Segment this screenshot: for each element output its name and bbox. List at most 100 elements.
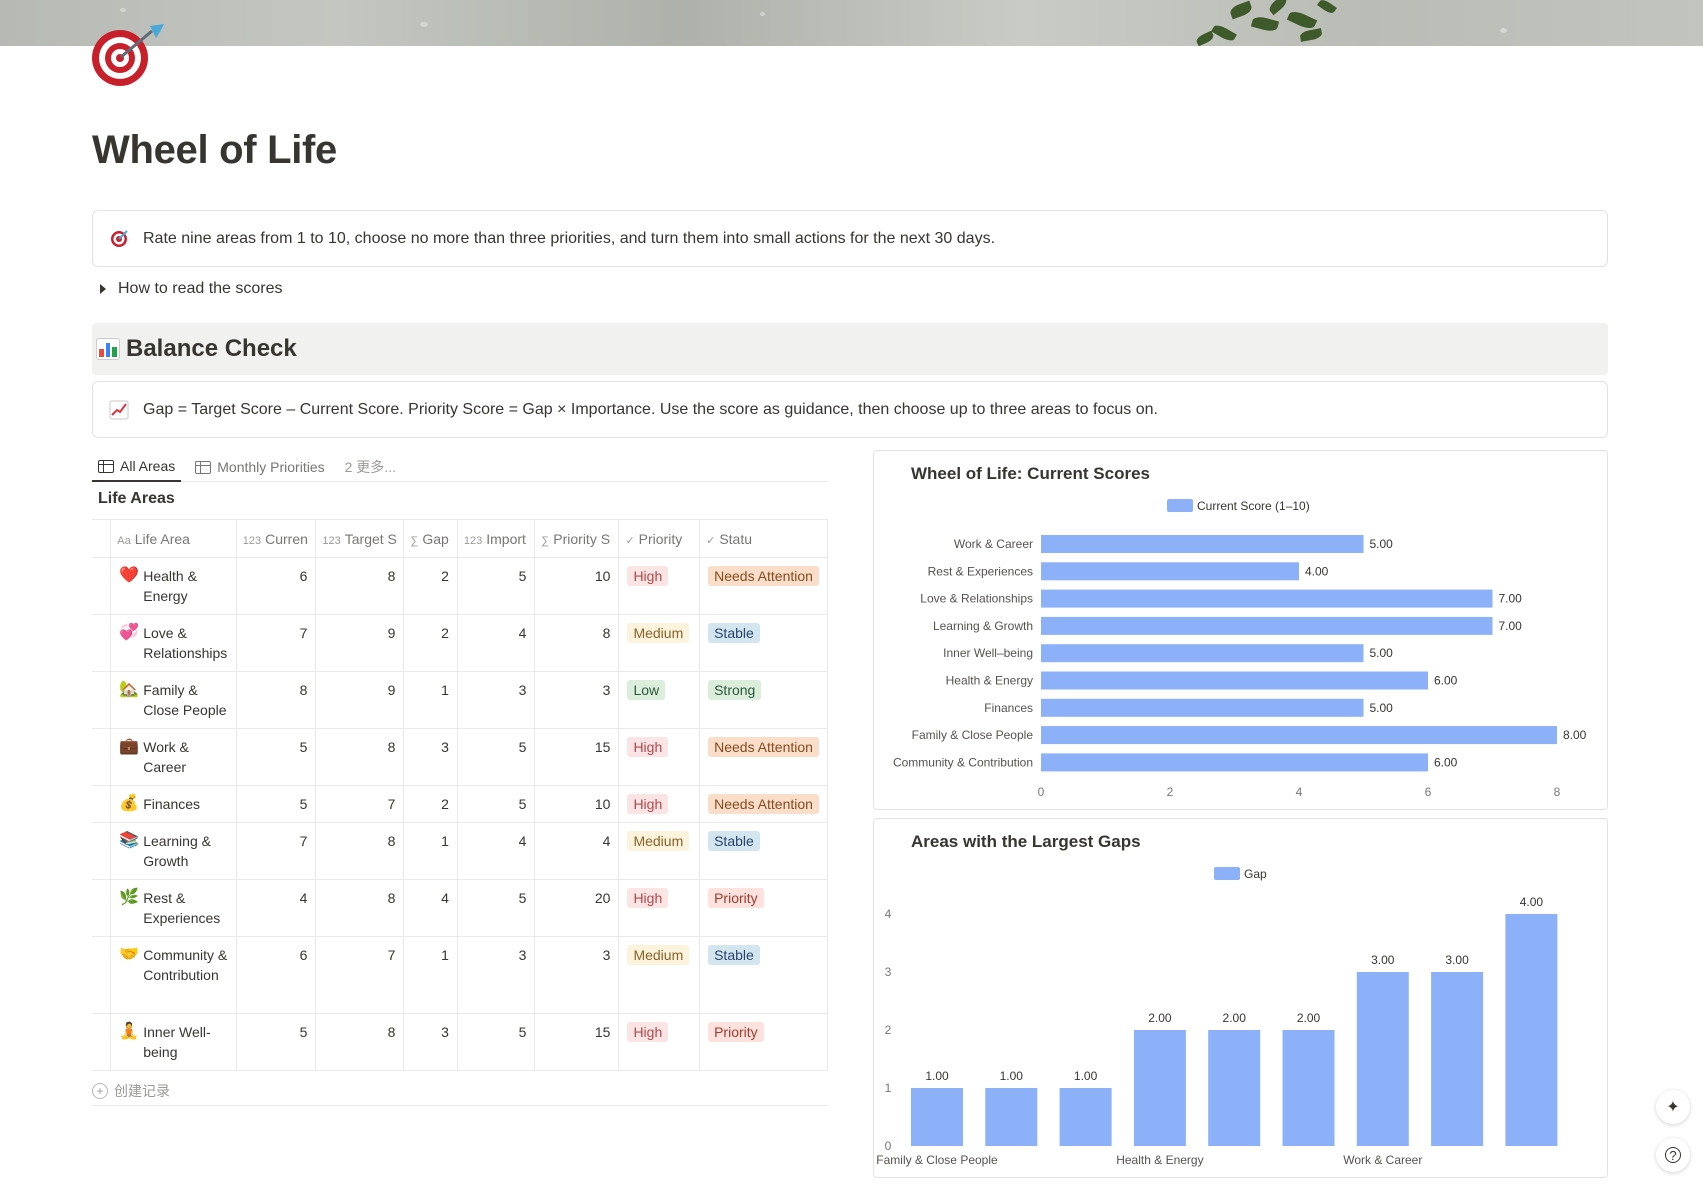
priority-cell[interactable]: High bbox=[618, 879, 701, 937]
importance-cell[interactable]: 5 bbox=[457, 557, 536, 615]
column-header[interactable]: ∑ Priority S bbox=[534, 519, 620, 558]
life-area-cell[interactable]: 💰 Finances bbox=[110, 785, 237, 823]
target-score-cell[interactable]: 8 bbox=[315, 557, 405, 615]
current-score-cell[interactable]: 7 bbox=[236, 822, 317, 880]
row-handle[interactable] bbox=[92, 557, 112, 615]
help-button[interactable]: ? bbox=[1656, 1138, 1690, 1172]
target-score-cell[interactable]: 9 bbox=[315, 671, 405, 729]
priority-cell[interactable]: Medium bbox=[618, 936, 701, 1014]
current-score-cell[interactable]: 6 bbox=[236, 936, 317, 1014]
target-score-cell[interactable]: 8 bbox=[315, 879, 405, 937]
importance-cell[interactable]: 4 bbox=[457, 822, 536, 880]
priority-cell[interactable]: High bbox=[618, 785, 701, 823]
status-cell[interactable]: Strong bbox=[699, 671, 828, 729]
status-cell[interactable]: Needs Attention bbox=[699, 785, 828, 823]
priority-cell[interactable]: Medium bbox=[618, 614, 701, 672]
importance-cell[interactable]: 3 bbox=[457, 936, 536, 1014]
current-score-cell[interactable]: 6 bbox=[236, 557, 317, 615]
life-area-cell[interactable]: 🤝 Community & Contribution bbox=[110, 936, 237, 1014]
ai-assistant-button[interactable]: ✦ bbox=[1656, 1090, 1690, 1124]
largest-gaps-chart[interactable]: Areas with the Largest Gaps Gap 0 1 2 3 4 1.00 F… bbox=[873, 818, 1608, 1178]
target-score-cell[interactable]: 7 bbox=[315, 936, 405, 1014]
priority-cell[interactable]: High bbox=[618, 728, 701, 786]
priority-cell[interactable]: High bbox=[618, 557, 701, 615]
priority-score-cell[interactable]: 10 bbox=[534, 785, 620, 823]
priority-cell[interactable]: Low bbox=[618, 671, 701, 729]
priority-score-cell[interactable]: 8 bbox=[534, 614, 620, 672]
status-cell[interactable]: Stable bbox=[699, 822, 828, 880]
priority-score-cell[interactable]: 3 bbox=[534, 671, 620, 729]
table-row[interactable]: 💞 Love & Relationships 7 9 2 4 8 Medium Stable bbox=[92, 614, 828, 672]
status-cell[interactable]: Stable bbox=[699, 936, 828, 1014]
table-row[interactable]: ❤️ Health & Energy 6 8 2 5 10 High Needs Attenti… bbox=[92, 557, 828, 615]
gap-cell[interactable]: 1 bbox=[403, 822, 458, 880]
current-scores-chart[interactable]: Wheel of Life: Current Scores Current Sco… bbox=[873, 450, 1608, 810]
life-area-cell[interactable]: ❤️ Health & Energy bbox=[110, 557, 237, 615]
column-header[interactable]: 123 Curren bbox=[236, 519, 317, 558]
life-area-cell[interactable]: 📚 Learning & Growth bbox=[110, 822, 237, 880]
importance-cell[interactable]: 5 bbox=[457, 728, 536, 786]
gap-cell[interactable]: 2 bbox=[403, 557, 458, 615]
table-row[interactable]: 🌿 Rest & Experiences 4 8 4 5 20 High Priority bbox=[92, 879, 828, 937]
life-area-cell[interactable]: 💞 Love & Relationships bbox=[110, 614, 237, 672]
priority-score-cell[interactable]: 10 bbox=[534, 557, 620, 615]
row-handle[interactable] bbox=[92, 822, 112, 880]
tab-all-areas[interactable]: All Areas bbox=[92, 452, 182, 482]
target-score-cell[interactable]: 8 bbox=[315, 822, 405, 880]
row-handle[interactable] bbox=[92, 1013, 112, 1071]
status-cell[interactable]: Stable bbox=[699, 614, 828, 672]
gap-cell[interactable]: 1 bbox=[403, 936, 458, 1014]
row-handle[interactable] bbox=[92, 936, 112, 1014]
current-score-cell[interactable]: 7 bbox=[236, 614, 317, 672]
gap-formula-callout[interactable]: Gap = Target Score – Current Score. Prio… bbox=[92, 381, 1608, 438]
new-record-button[interactable]: + 创建记录 bbox=[92, 1076, 828, 1106]
priority-score-cell[interactable]: 20 bbox=[534, 879, 620, 937]
status-cell[interactable]: Needs Attention bbox=[699, 557, 828, 615]
status-cell[interactable]: Needs Attention bbox=[699, 728, 828, 786]
row-handle[interactable] bbox=[92, 785, 112, 823]
priority-score-cell[interactable]: 3 bbox=[534, 936, 620, 1014]
row-handle[interactable] bbox=[92, 879, 112, 937]
gap-cell[interactable]: 3 bbox=[403, 728, 458, 786]
current-score-cell[interactable]: 5 bbox=[236, 1013, 317, 1071]
life-area-cell[interactable]: 🏡 Family & Close People bbox=[110, 671, 237, 729]
current-score-cell[interactable]: 5 bbox=[236, 785, 317, 823]
status-cell[interactable]: Priority bbox=[699, 879, 828, 937]
priority-score-cell[interactable]: 15 bbox=[534, 1013, 620, 1071]
column-header[interactable]: ✓ Statu bbox=[699, 519, 828, 558]
row-handle[interactable] bbox=[92, 671, 112, 729]
column-header[interactable]: 123 Import bbox=[457, 519, 536, 558]
current-score-cell[interactable]: 8 bbox=[236, 671, 317, 729]
database-title[interactable]: Life Areas bbox=[98, 490, 175, 507]
table-row[interactable]: 💰 Finances 5 7 2 5 10 High Needs Attention bbox=[92, 785, 828, 823]
table-row[interactable]: 💼 Work & Career 5 8 3 5 15 High Needs Attention bbox=[92, 728, 828, 786]
gap-cell[interactable]: 1 bbox=[403, 671, 458, 729]
column-header[interactable]: ✓ Priority bbox=[618, 519, 701, 558]
importance-cell[interactable]: 5 bbox=[457, 785, 536, 823]
target-score-cell[interactable]: 8 bbox=[315, 728, 405, 786]
priority-cell[interactable]: High bbox=[618, 1013, 701, 1071]
gap-cell[interactable]: 2 bbox=[403, 614, 458, 672]
life-area-cell[interactable]: 💼 Work & Career bbox=[110, 728, 237, 786]
cover-image[interactable] bbox=[0, 0, 1703, 46]
target-score-cell[interactable]: 8 bbox=[315, 1013, 405, 1071]
gap-cell[interactable]: 3 bbox=[403, 1013, 458, 1071]
current-score-cell[interactable]: 4 bbox=[236, 879, 317, 937]
current-score-cell[interactable]: 5 bbox=[236, 728, 317, 786]
gap-cell[interactable]: 2 bbox=[403, 785, 458, 823]
table-row[interactable]: 📚 Learning & Growth 7 8 1 4 4 Medium Stable bbox=[92, 822, 828, 880]
table-row[interactable]: 🤝 Community & Contribution 6 7 1 3 3 Medium Stab… bbox=[92, 936, 828, 1014]
target-score-cell[interactable]: 7 bbox=[315, 785, 405, 823]
target-score-cell[interactable]: 9 bbox=[315, 614, 405, 672]
column-header[interactable]: Aa Life Area bbox=[110, 519, 237, 558]
target-dart-icon[interactable] bbox=[90, 22, 170, 88]
priority-cell[interactable]: Medium bbox=[618, 822, 701, 880]
tab-monthly-priorities[interactable]: Monthly Priorities bbox=[189, 452, 330, 482]
row-handle[interactable] bbox=[92, 728, 112, 786]
table-row[interactable]: 🏡 Family & Close People 8 9 1 3 3 Low Strong bbox=[92, 671, 828, 729]
table-row[interactable]: 🧘 Inner Well-being 5 8 3 5 15 High Priority bbox=[92, 1013, 828, 1071]
toggle-caret-icon[interactable] bbox=[100, 284, 106, 294]
priority-score-cell[interactable]: 4 bbox=[534, 822, 620, 880]
priority-score-cell[interactable]: 15 bbox=[534, 728, 620, 786]
importance-cell[interactable]: 5 bbox=[457, 879, 536, 937]
